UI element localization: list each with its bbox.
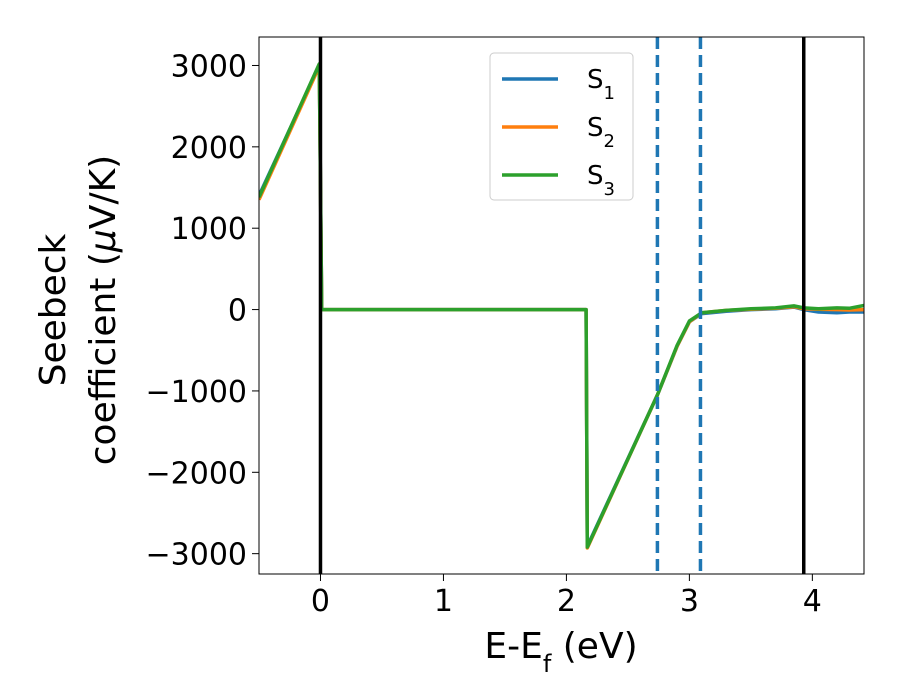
y-axis-title-line2: coefficient (μV/K) <box>83 155 124 465</box>
y-tick-label: −3000 <box>146 538 247 573</box>
x-axis-title: E-Ef (eV) <box>484 626 637 678</box>
y-tick-label: −1000 <box>146 375 247 410</box>
y-tick-label: 2000 <box>171 131 247 166</box>
x-tick-label: 0 <box>311 584 330 619</box>
x-tick-label: 1 <box>434 584 453 619</box>
y-axis-title: Seebeck coefficient (μV/K) <box>33 155 124 465</box>
y-tick-label: 1000 <box>171 212 247 247</box>
legend-label-s2: S2 <box>587 113 615 152</box>
legend-box <box>489 52 634 201</box>
legend-label-s1: S1 <box>587 65 615 104</box>
y-tick-label: 3000 <box>171 49 247 84</box>
y-tick-label: −2000 <box>146 456 247 491</box>
axes-layer: 0 1 2 3 4 3000 2000 1000 0 −1000 −2000 −3000 <box>146 36 865 619</box>
legend-label-s3: S3 <box>587 161 615 200</box>
x-tick-label: 3 <box>680 584 699 619</box>
plot-frame <box>258 36 865 575</box>
legend: S1 S2 S3 <box>489 52 634 201</box>
y-tick-label: 0 <box>228 294 247 329</box>
x-tick-label: 4 <box>803 584 822 619</box>
x-tick-label: 2 <box>557 584 576 619</box>
y-axis-title-line1: Seebeck <box>33 233 74 386</box>
series-line-s3 <box>259 62 864 549</box>
plot-layer <box>259 37 864 574</box>
plot-area <box>259 37 864 574</box>
